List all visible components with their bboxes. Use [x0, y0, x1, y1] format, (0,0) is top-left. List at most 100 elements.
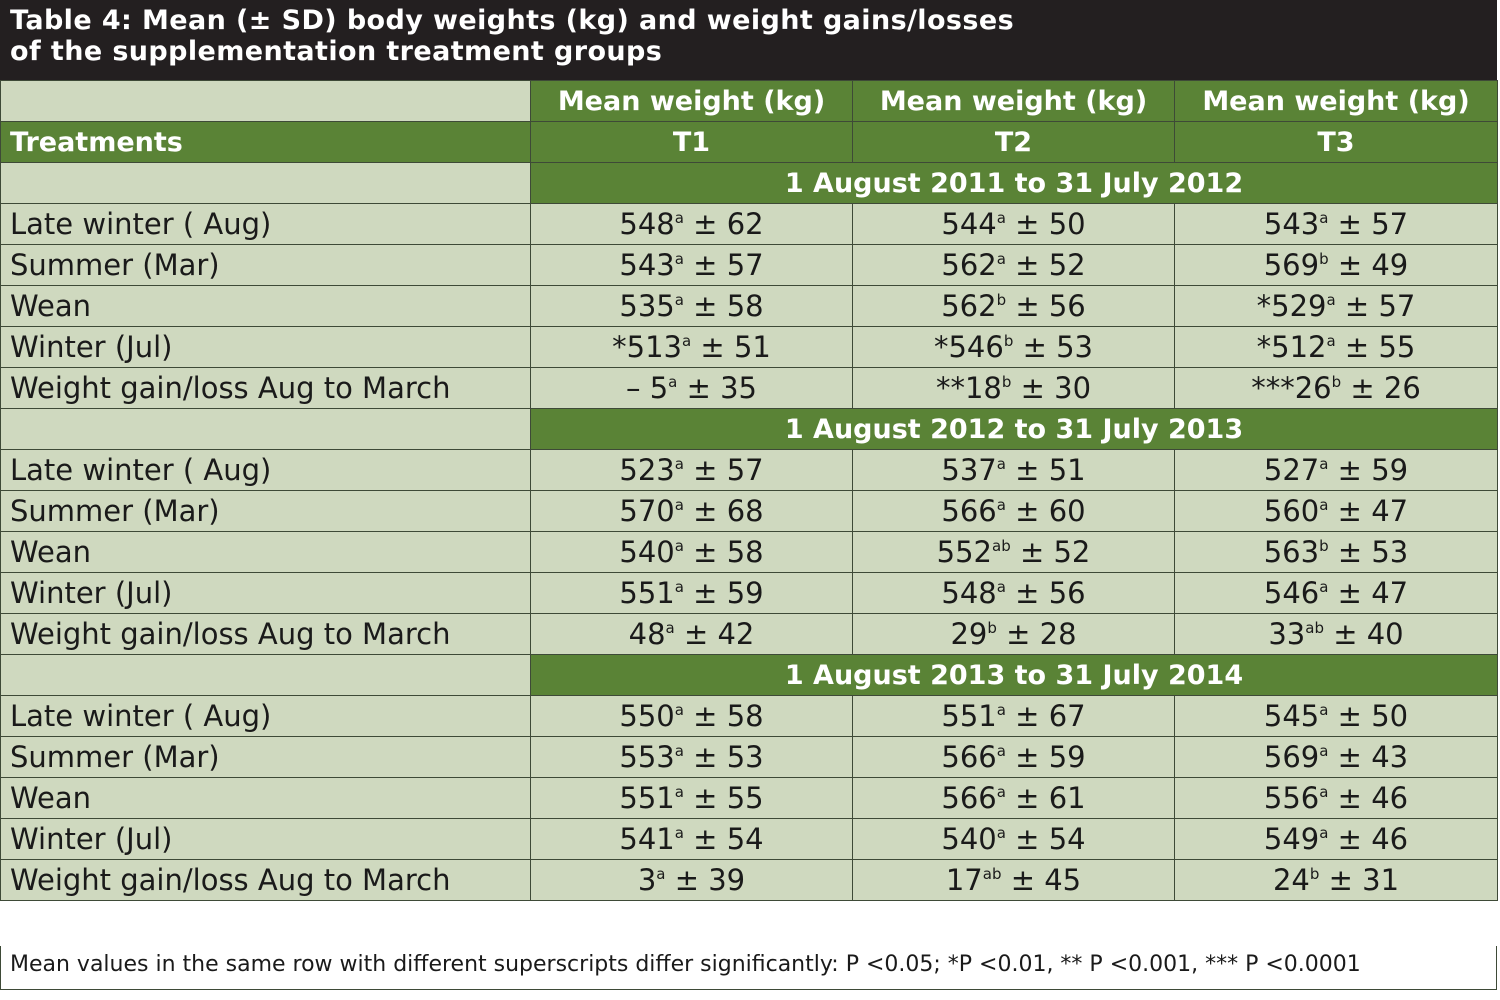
- superscript-letter: ab: [982, 865, 1002, 883]
- sd-value: ± 40: [1333, 617, 1404, 651]
- table-row: Winter (Jul) 551a ± 59 548a ± 56 546a ± 47: [0, 572, 1498, 614]
- sd-value: ± 50: [1337, 699, 1409, 733]
- row-label: Weight gain/loss Aug to March: [0, 613, 531, 655]
- superscript-letter: a: [1319, 783, 1329, 801]
- period-label: 1 August 2012 to 31 July 2013: [530, 408, 1498, 450]
- sd-value: ± 46: [1337, 781, 1409, 815]
- period-header-row: 1 August 2012 to 31 July 2013: [0, 408, 1498, 450]
- superscript-letter: a: [674, 250, 684, 268]
- period-header-row: 1 August 2011 to 31 July 2012: [0, 162, 1498, 204]
- row-label: Summer (Mar): [0, 244, 531, 286]
- weight-cell-t3: ***26b ± 26: [1174, 367, 1498, 409]
- superscript-letter: a: [996, 455, 1006, 473]
- mean-value: 543: [1263, 207, 1320, 241]
- mean-value: 551: [619, 781, 675, 815]
- weight-cell-t1: 543a ± 57: [530, 244, 853, 286]
- row-label: Winter (Jul): [0, 572, 531, 614]
- sd-value: ± 59: [693, 576, 764, 610]
- weight-cell-t1: 540a ± 58: [530, 531, 853, 573]
- weight-cell-t2: 537a ± 51: [852, 449, 1175, 491]
- sd-value: ± 51: [1015, 453, 1086, 487]
- sd-value: ± 53: [1337, 535, 1409, 569]
- sd-value: ± 53: [1022, 330, 1094, 364]
- sd-value: ± 45: [1010, 863, 1082, 897]
- weight-cell-t2: 562b ± 56: [852, 285, 1175, 327]
- weight-cell-t1: 550a ± 58: [530, 695, 853, 737]
- mean-value: 535: [619, 289, 675, 323]
- mean-value: 550: [619, 699, 675, 733]
- significance-marker: *: [1256, 330, 1272, 364]
- superscript-letter: a: [996, 578, 1006, 596]
- table-row: Winter (Jul) *513a ± 51 *546b ± 53 *512a ± …: [0, 326, 1498, 368]
- superscript-letter: a: [996, 250, 1006, 268]
- mean-value: 48: [628, 617, 666, 651]
- table-row: Winter (Jul) 541a ± 54 540a ± 54 549a ± 46: [0, 818, 1498, 860]
- weight-cell-t1: 553a ± 53: [530, 736, 853, 778]
- column-header-t1: Mean weight (kg): [530, 80, 853, 122]
- mean-value: 529: [1271, 289, 1327, 323]
- sd-value: ± 49: [1337, 248, 1409, 282]
- sd-value: ± 26: [1350, 371, 1421, 405]
- sd-value: ± 60: [1015, 494, 1086, 528]
- sd-value: ± 52: [1019, 535, 1091, 569]
- table-row: Late winter ( Aug) 550a ± 58 551a ± 67 545a…: [0, 695, 1498, 737]
- sd-value: ± 30: [1020, 371, 1092, 405]
- treatments-header: Treatments: [0, 121, 531, 163]
- mean-value: 18: [964, 371, 1002, 405]
- mean-value: 512: [1271, 330, 1327, 364]
- weight-cell-t2: 540a ± 54: [852, 818, 1175, 860]
- table-row: Weight gain/loss Aug to March – 5a ± 35 **…: [0, 367, 1498, 409]
- superscript-letter: a: [674, 783, 684, 801]
- superscript-letter: a: [674, 824, 684, 842]
- column-header-t3: Mean weight (kg): [1174, 80, 1498, 122]
- mean-value: 562: [941, 289, 997, 323]
- superscript-letter: a: [682, 332, 692, 350]
- sd-value: ± 67: [1015, 699, 1086, 733]
- row-label: Late winter ( Aug): [0, 449, 531, 491]
- sd-value: ± 51: [700, 330, 771, 364]
- sd-value: ± 35: [686, 371, 757, 405]
- sd-value: ± 61: [1015, 781, 1086, 815]
- period-label: 1 August 2013 to 31 July 2014: [530, 654, 1498, 696]
- superscript-letter: b: [1319, 537, 1329, 555]
- period-header-row: 1 August 2013 to 31 July 2014: [0, 654, 1498, 696]
- superscript-letter: a: [996, 824, 1006, 842]
- table-title: Table 4: Mean (± SD) body weights (kg) a…: [0, 0, 1497, 80]
- superscript-letter: a: [996, 209, 1006, 227]
- superscript-letter: a: [656, 865, 666, 883]
- sd-value: ± 56: [1015, 576, 1086, 610]
- mean-value: – 5: [625, 371, 669, 405]
- mean-value: 541: [619, 822, 675, 856]
- mean-value: 29: [950, 617, 988, 651]
- table-row: Summer (Mar) 570a ± 68 566a ± 60 560a ± 47: [0, 490, 1498, 532]
- mean-value: 546: [948, 330, 1004, 364]
- column-header-t2: Mean weight (kg): [852, 80, 1175, 122]
- mean-value: 26: [1294, 371, 1332, 405]
- mean-value: 544: [941, 207, 997, 241]
- sd-value: ± 55: [693, 781, 764, 815]
- superscript-letter: a: [674, 537, 684, 555]
- weight-cell-t1: – 5a ± 35: [530, 367, 853, 409]
- column-subheader-t2: T2: [852, 121, 1175, 163]
- sd-value: ± 62: [693, 207, 764, 241]
- sd-value: ± 58: [693, 289, 764, 323]
- superscript-letter: a: [996, 701, 1006, 719]
- significance-marker: *: [933, 330, 949, 364]
- period-blank-cell: [0, 408, 531, 450]
- mean-value: 537: [941, 453, 997, 487]
- superscript-letter: b: [1319, 250, 1329, 268]
- row-label: Weight gain/loss Aug to March: [0, 367, 531, 409]
- table-footnote: Mean values in the same row with differe…: [0, 946, 1497, 990]
- table-row: Weight gain/loss Aug to March 3a ± 39 17ab…: [0, 859, 1498, 901]
- superscript-letter: a: [674, 578, 684, 596]
- mean-value: 545: [1263, 699, 1320, 733]
- table-row: Weight gain/loss Aug to March 48a ± 42 29b…: [0, 613, 1498, 655]
- table-row: Summer (Mar) 543a ± 57 562a ± 52 569b ± 49: [0, 244, 1498, 286]
- table-title-line-1: Table 4: Mean (± SD) body weights (kg) a…: [10, 5, 1015, 36]
- mean-value: 560: [1263, 494, 1320, 528]
- mean-value: 548: [941, 576, 997, 610]
- row-label: Summer (Mar): [0, 736, 531, 778]
- row-label: Weight gain/loss Aug to March: [0, 859, 531, 901]
- mean-value: 563: [1263, 535, 1320, 569]
- mean-value: 551: [941, 699, 997, 733]
